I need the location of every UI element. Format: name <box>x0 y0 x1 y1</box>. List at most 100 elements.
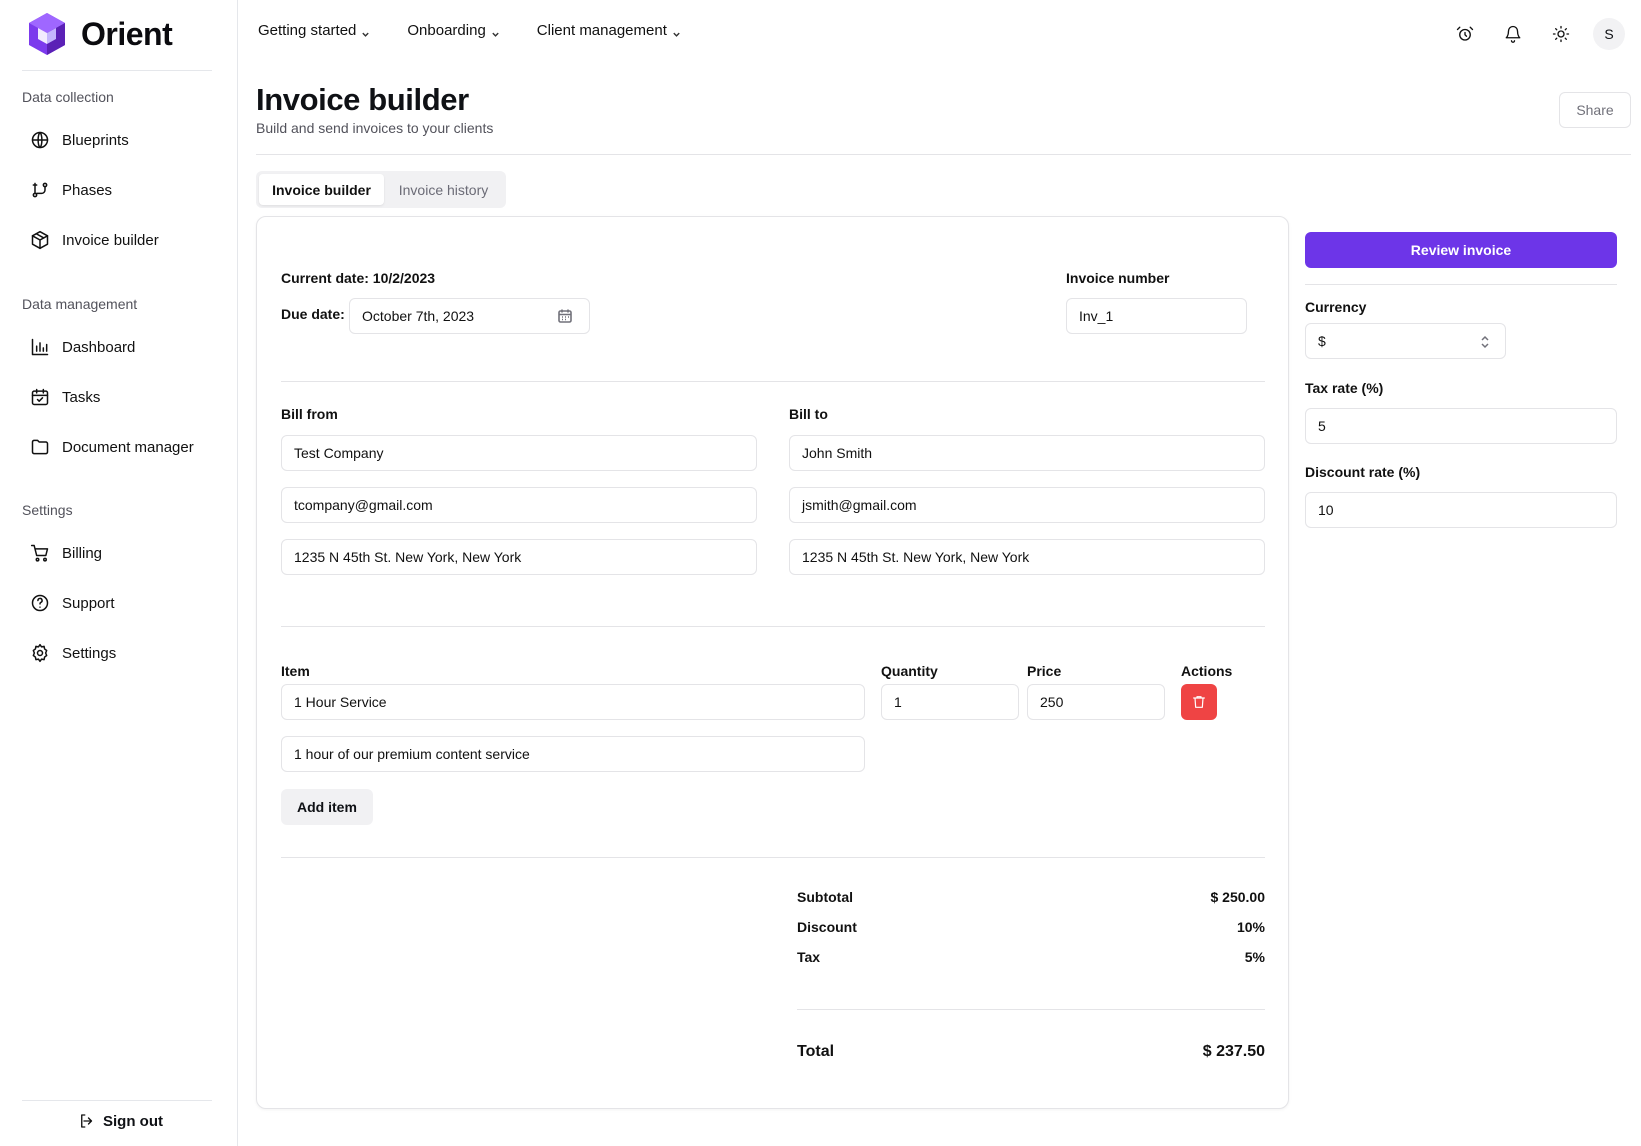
sidebar-item-blueprints[interactable]: Blueprints <box>22 120 218 160</box>
sidebar-item-support[interactable]: Support <box>22 583 218 623</box>
bill-to-label: Bill to <box>789 406 828 422</box>
actions-column-header: Actions <box>1181 663 1233 679</box>
tab-invoice-history[interactable]: Invoice history <box>398 181 489 198</box>
bill-from-name-input[interactable]: Test Company <box>281 435 757 471</box>
sidebar-item-phases[interactable]: Phases <box>22 170 218 210</box>
orient-logo-icon <box>29 13 65 55</box>
add-item-button[interactable]: Add item <box>281 789 373 825</box>
invoice-number-label: Invoice number <box>1066 270 1170 286</box>
sidebar-item-tasks[interactable]: Tasks <box>22 377 218 417</box>
currency-select[interactable]: $ <box>1305 323 1506 359</box>
sidebar-item-label: Blueprints <box>62 131 129 149</box>
folder-icon <box>30 437 50 457</box>
sidebar-section-title: Data management <box>22 296 138 312</box>
sidebar-item-label: Document manager <box>62 438 194 456</box>
package-icon <box>30 230 50 250</box>
logo[interactable]: Orient <box>25 11 173 57</box>
item-description-input[interactable]: 1 hour of our premium content service <box>281 736 865 772</box>
tax-label: Tax <box>797 949 821 965</box>
sidebar-item-label: Tasks <box>62 388 101 406</box>
log-out-icon <box>81 1114 93 1128</box>
bill-to-address-input[interactable]: 1235 N 45th St. New York, New York <box>789 539 1265 575</box>
gear-icon <box>30 643 50 663</box>
avatar[interactable]: S <box>1593 18 1625 50</box>
nav-label: Client management <box>536 22 667 39</box>
total-label: Total <box>797 1043 835 1060</box>
summary-divider <box>797 1009 1265 1010</box>
discount-row: Discount 10% <box>797 919 1265 935</box>
sidebar-item-dashboard[interactable]: Dashboard <box>22 327 218 367</box>
chevron-down-icon <box>672 26 681 37</box>
sidebar-item-settings[interactable]: Settings <box>22 633 218 673</box>
calendar-icon <box>557 308 573 324</box>
sidebar-divider <box>22 70 212 71</box>
sign-out-label: Sign out <box>103 1112 163 1130</box>
git-branch-icon <box>30 180 50 200</box>
top-navigation: Getting started Onboarding Client manage… <box>258 22 718 39</box>
sidebar-item-label: Support <box>62 594 115 612</box>
sidebar-item-label: Dashboard <box>62 338 136 356</box>
header-divider <box>256 154 1631 155</box>
panel-divider <box>1305 284 1617 285</box>
bill-from-email-input[interactable]: tcompany@gmail.com <box>281 487 757 523</box>
card-divider <box>281 381 1265 382</box>
tax-rate-input[interactable]: 5 <box>1305 408 1617 444</box>
nav-client-management[interactable]: Client management <box>537 22 681 39</box>
price-column-header: Price <box>1027 663 1062 679</box>
brand-name: Orient <box>81 15 173 52</box>
quantity-column-header: Quantity <box>881 663 938 679</box>
bill-to-name-input[interactable]: John Smith <box>789 435 1265 471</box>
subtotal-label: Subtotal <box>797 889 853 905</box>
item-price-input[interactable]: 250 <box>1027 684 1165 720</box>
card-divider <box>281 857 1265 858</box>
chevron-down-icon <box>361 26 370 37</box>
currency-value: $ <box>1318 333 1326 349</box>
review-invoice-button[interactable]: Review invoice <box>1305 232 1617 268</box>
tab-list: Invoice builder Invoice history <box>256 171 506 208</box>
sidebar-section-title: Data collection <box>22 89 114 105</box>
globe-icon <box>30 130 50 150</box>
invoice-card: Current date: 10/2/2023 Due date: Octobe… <box>256 216 1289 1109</box>
sidebar-item-label: Phases <box>62 181 113 199</box>
subtotal-row: Subtotal $ 250.00 <box>797 889 1265 905</box>
bell-icon[interactable] <box>1497 18 1529 50</box>
cart-icon <box>30 543 50 563</box>
sidebar-section-title: Settings <box>22 502 73 518</box>
sidebar: Orient Data collection Blueprints Phases… <box>0 0 238 1146</box>
nav-getting-started[interactable]: Getting started <box>258 22 370 39</box>
nav-onboarding[interactable]: Onboarding <box>407 22 499 39</box>
current-date: Current date: 10/2/2023 <box>281 270 436 286</box>
sidebar-item-document-manager[interactable]: Document manager <box>22 427 218 467</box>
trash-icon <box>1193 696 1205 708</box>
due-date-value: October 7th, 2023 <box>362 308 475 324</box>
due-date-picker[interactable]: October 7th, 2023 <box>349 298 590 334</box>
total-row: Total $ 237.50 <box>797 1043 1265 1061</box>
sign-out-button[interactable]: Sign out <box>78 1112 163 1130</box>
share-button[interactable]: Share <box>1559 92 1631 128</box>
item-name-input[interactable]: 1 Hour Service <box>281 684 865 720</box>
item-column-header: Item <box>281 663 310 679</box>
tab-invoice-builder[interactable]: Invoice builder <box>259 174 384 205</box>
tax-value: 5% <box>1244 949 1265 965</box>
top-actions: S <box>1449 18 1641 50</box>
discount-label: Discount <box>797 919 857 935</box>
sun-icon[interactable] <box>1545 18 1577 50</box>
invoice-number-input[interactable]: Inv_1 <box>1066 298 1247 334</box>
bill-from-address-input[interactable]: 1235 N 45th St. New York, New York <box>281 539 757 575</box>
sidebar-item-label: Settings <box>62 644 117 662</box>
discount-rate-label: Discount rate (%) <box>1305 464 1421 480</box>
alarm-clock-icon[interactable] <box>1449 18 1481 50</box>
discount-rate-input[interactable]: 10 <box>1305 492 1617 528</box>
bill-to-email-input[interactable]: jsmith@gmail.com <box>789 487 1265 523</box>
sidebar-item-invoice-builder[interactable]: Invoice builder <box>22 220 218 260</box>
discount-value: 10% <box>1236 919 1265 935</box>
delete-item-button[interactable] <box>1181 684 1217 720</box>
sidebar-item-label: Billing <box>62 544 103 562</box>
page-subtitle: Build and send invoices to your clients <box>256 120 494 136</box>
chevron-down-icon <box>491 26 500 37</box>
sidebar-item-billing[interactable]: Billing <box>22 533 218 573</box>
bill-from-label: Bill from <box>281 406 338 422</box>
item-quantity-input[interactable]: 1 <box>881 684 1019 720</box>
subtotal-value: $ 250.00 <box>1210 889 1266 905</box>
due-date-label: Due date: <box>281 306 345 322</box>
